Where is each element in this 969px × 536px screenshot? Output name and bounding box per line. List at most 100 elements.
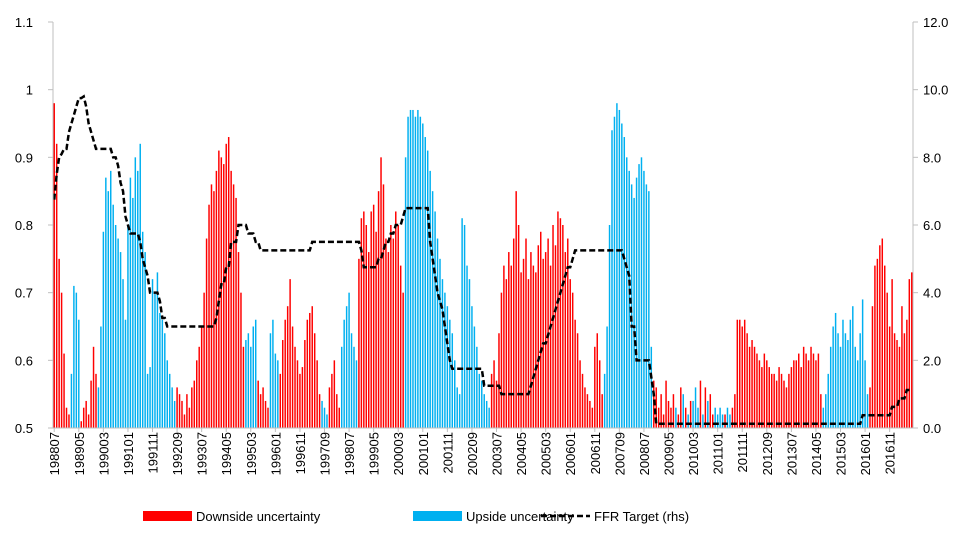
bar	[259, 394, 262, 428]
bar	[176, 387, 178, 428]
bar	[95, 373, 97, 428]
bar	[208, 204, 210, 428]
bar	[122, 279, 124, 428]
bar	[105, 177, 107, 428]
bar	[763, 353, 766, 428]
bar	[254, 319, 257, 428]
bar	[279, 373, 282, 428]
y-tick-label: 1	[26, 83, 33, 98]
bar	[213, 191, 215, 428]
bar	[881, 238, 884, 428]
bar	[903, 333, 906, 428]
x-tick-label: 199307	[195, 432, 210, 475]
bar	[618, 109, 621, 428]
bar	[665, 380, 667, 428]
bar	[554, 245, 557, 428]
bar	[107, 191, 110, 428]
bar	[426, 150, 429, 429]
bar	[532, 265, 535, 428]
bar	[318, 394, 321, 428]
bar	[127, 225, 129, 428]
bar	[73, 285, 75, 428]
bar	[854, 346, 856, 428]
bar	[183, 414, 186, 428]
bar	[571, 292, 574, 428]
bar	[446, 306, 449, 428]
bar	[471, 306, 473, 428]
bar	[350, 333, 353, 428]
bar	[159, 312, 161, 428]
bar	[898, 346, 901, 428]
bar	[368, 252, 370, 428]
bar	[707, 400, 709, 428]
bar	[92, 346, 95, 428]
bar	[277, 360, 279, 428]
x-tick-label: 199601	[268, 432, 283, 475]
bar	[200, 326, 203, 428]
bar	[112, 204, 114, 428]
bar	[257, 380, 259, 428]
bar	[114, 225, 117, 428]
bar	[141, 231, 144, 428]
bar	[242, 346, 245, 428]
bar	[375, 231, 377, 428]
bar	[834, 312, 837, 428]
bar	[55, 143, 58, 429]
bar	[235, 197, 237, 428]
x-tick-label: 198807	[47, 432, 62, 475]
bar	[567, 238, 569, 428]
bar	[348, 292, 350, 428]
bar	[886, 292, 888, 428]
bar	[775, 380, 778, 428]
bar	[363, 211, 365, 428]
bar	[598, 360, 601, 428]
x-tick-label: 201611	[883, 432, 898, 474]
bar	[503, 265, 505, 428]
x-tick-label: 201503	[834, 432, 849, 475]
bar	[449, 319, 451, 428]
bar	[490, 373, 493, 428]
bar	[544, 252, 547, 428]
bar	[424, 137, 426, 429]
x-tick-label: 199611	[293, 432, 308, 474]
bar	[412, 109, 414, 428]
bar	[852, 306, 854, 428]
bar	[493, 360, 495, 428]
bar	[473, 326, 476, 428]
bar	[603, 373, 606, 428]
bar	[802, 346, 805, 428]
bar	[232, 184, 235, 428]
bar	[439, 258, 441, 428]
bar	[753, 346, 756, 428]
bar	[780, 373, 783, 428]
bar	[296, 360, 299, 428]
bar	[591, 407, 594, 428]
bar	[616, 103, 618, 428]
bar	[680, 387, 682, 428]
bar	[336, 394, 338, 428]
bar	[301, 367, 304, 428]
bar	[535, 272, 537, 428]
bar	[291, 326, 294, 428]
bar	[849, 319, 852, 428]
bar	[611, 130, 613, 428]
bar	[569, 279, 571, 428]
y2-tick-label: 0.0	[923, 421, 941, 436]
y2-tick-label: 6.0	[923, 218, 941, 233]
bar	[726, 407, 729, 428]
x-tick-label: 200101	[416, 432, 431, 475]
bar	[911, 272, 913, 428]
bar	[272, 319, 274, 428]
bar	[869, 387, 871, 428]
bar	[500, 292, 503, 428]
bar	[203, 292, 205, 428]
legend-label: FFR Target (rhs)	[594, 509, 689, 524]
bar	[173, 400, 176, 428]
bar	[485, 400, 488, 428]
bar	[510, 265, 512, 428]
bar	[552, 225, 554, 428]
bar	[321, 400, 323, 428]
bar	[581, 373, 584, 428]
bar	[586, 394, 589, 428]
